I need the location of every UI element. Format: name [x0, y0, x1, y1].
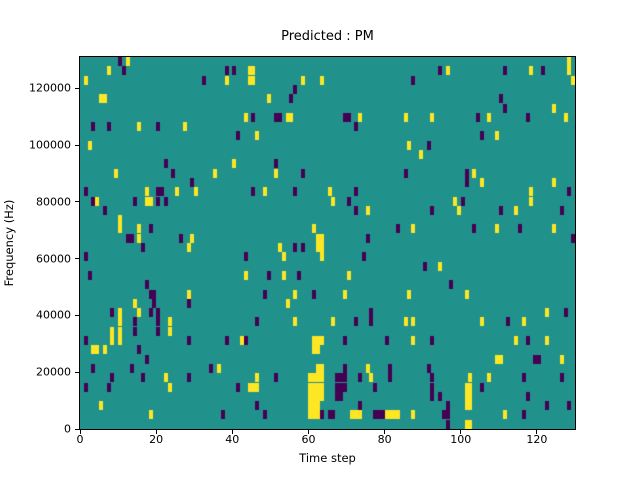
y-tick-label: 0	[64, 422, 71, 436]
x-tick-label: 40	[225, 433, 240, 446]
x-axis-label: Time step	[299, 451, 356, 465]
y-tick-label: 120000	[29, 81, 71, 95]
y-tick-mark	[75, 371, 79, 373]
x-tick-label: 0	[76, 433, 84, 446]
x-tick-mark	[536, 430, 538, 434]
y-tick-label: 60000	[36, 252, 71, 266]
y-tick-label: 100000	[29, 138, 71, 152]
y-tick-mark	[75, 144, 79, 146]
x-tick-mark	[79, 430, 81, 434]
x-tick-mark	[231, 430, 233, 434]
x-tick-label: 120	[526, 433, 548, 446]
x-tick-mark	[384, 430, 386, 434]
heatmap-image	[80, 57, 575, 429]
y-tick-mark	[75, 87, 79, 89]
x-tick-label: 100	[450, 433, 472, 446]
y-tick-label: 20000	[36, 365, 71, 379]
plot-title: Predicted : PM	[281, 29, 374, 44]
plot-border	[79, 56, 576, 430]
y-tick-mark	[75, 258, 79, 260]
y-tick-mark	[75, 314, 79, 316]
x-tick-label: 80	[377, 433, 392, 446]
x-tick-label: 20	[149, 433, 164, 446]
x-tick-mark	[155, 430, 157, 434]
x-tick-label: 60	[301, 433, 316, 446]
x-tick-mark	[307, 430, 309, 434]
y-tick-mark	[75, 201, 79, 203]
y-tick-mark	[75, 428, 79, 430]
y-axis-label: Frequency (Hz)	[2, 199, 16, 287]
x-tick-mark	[460, 430, 462, 434]
y-tick-label: 80000	[36, 195, 71, 209]
y-tick-label: 40000	[36, 308, 71, 322]
